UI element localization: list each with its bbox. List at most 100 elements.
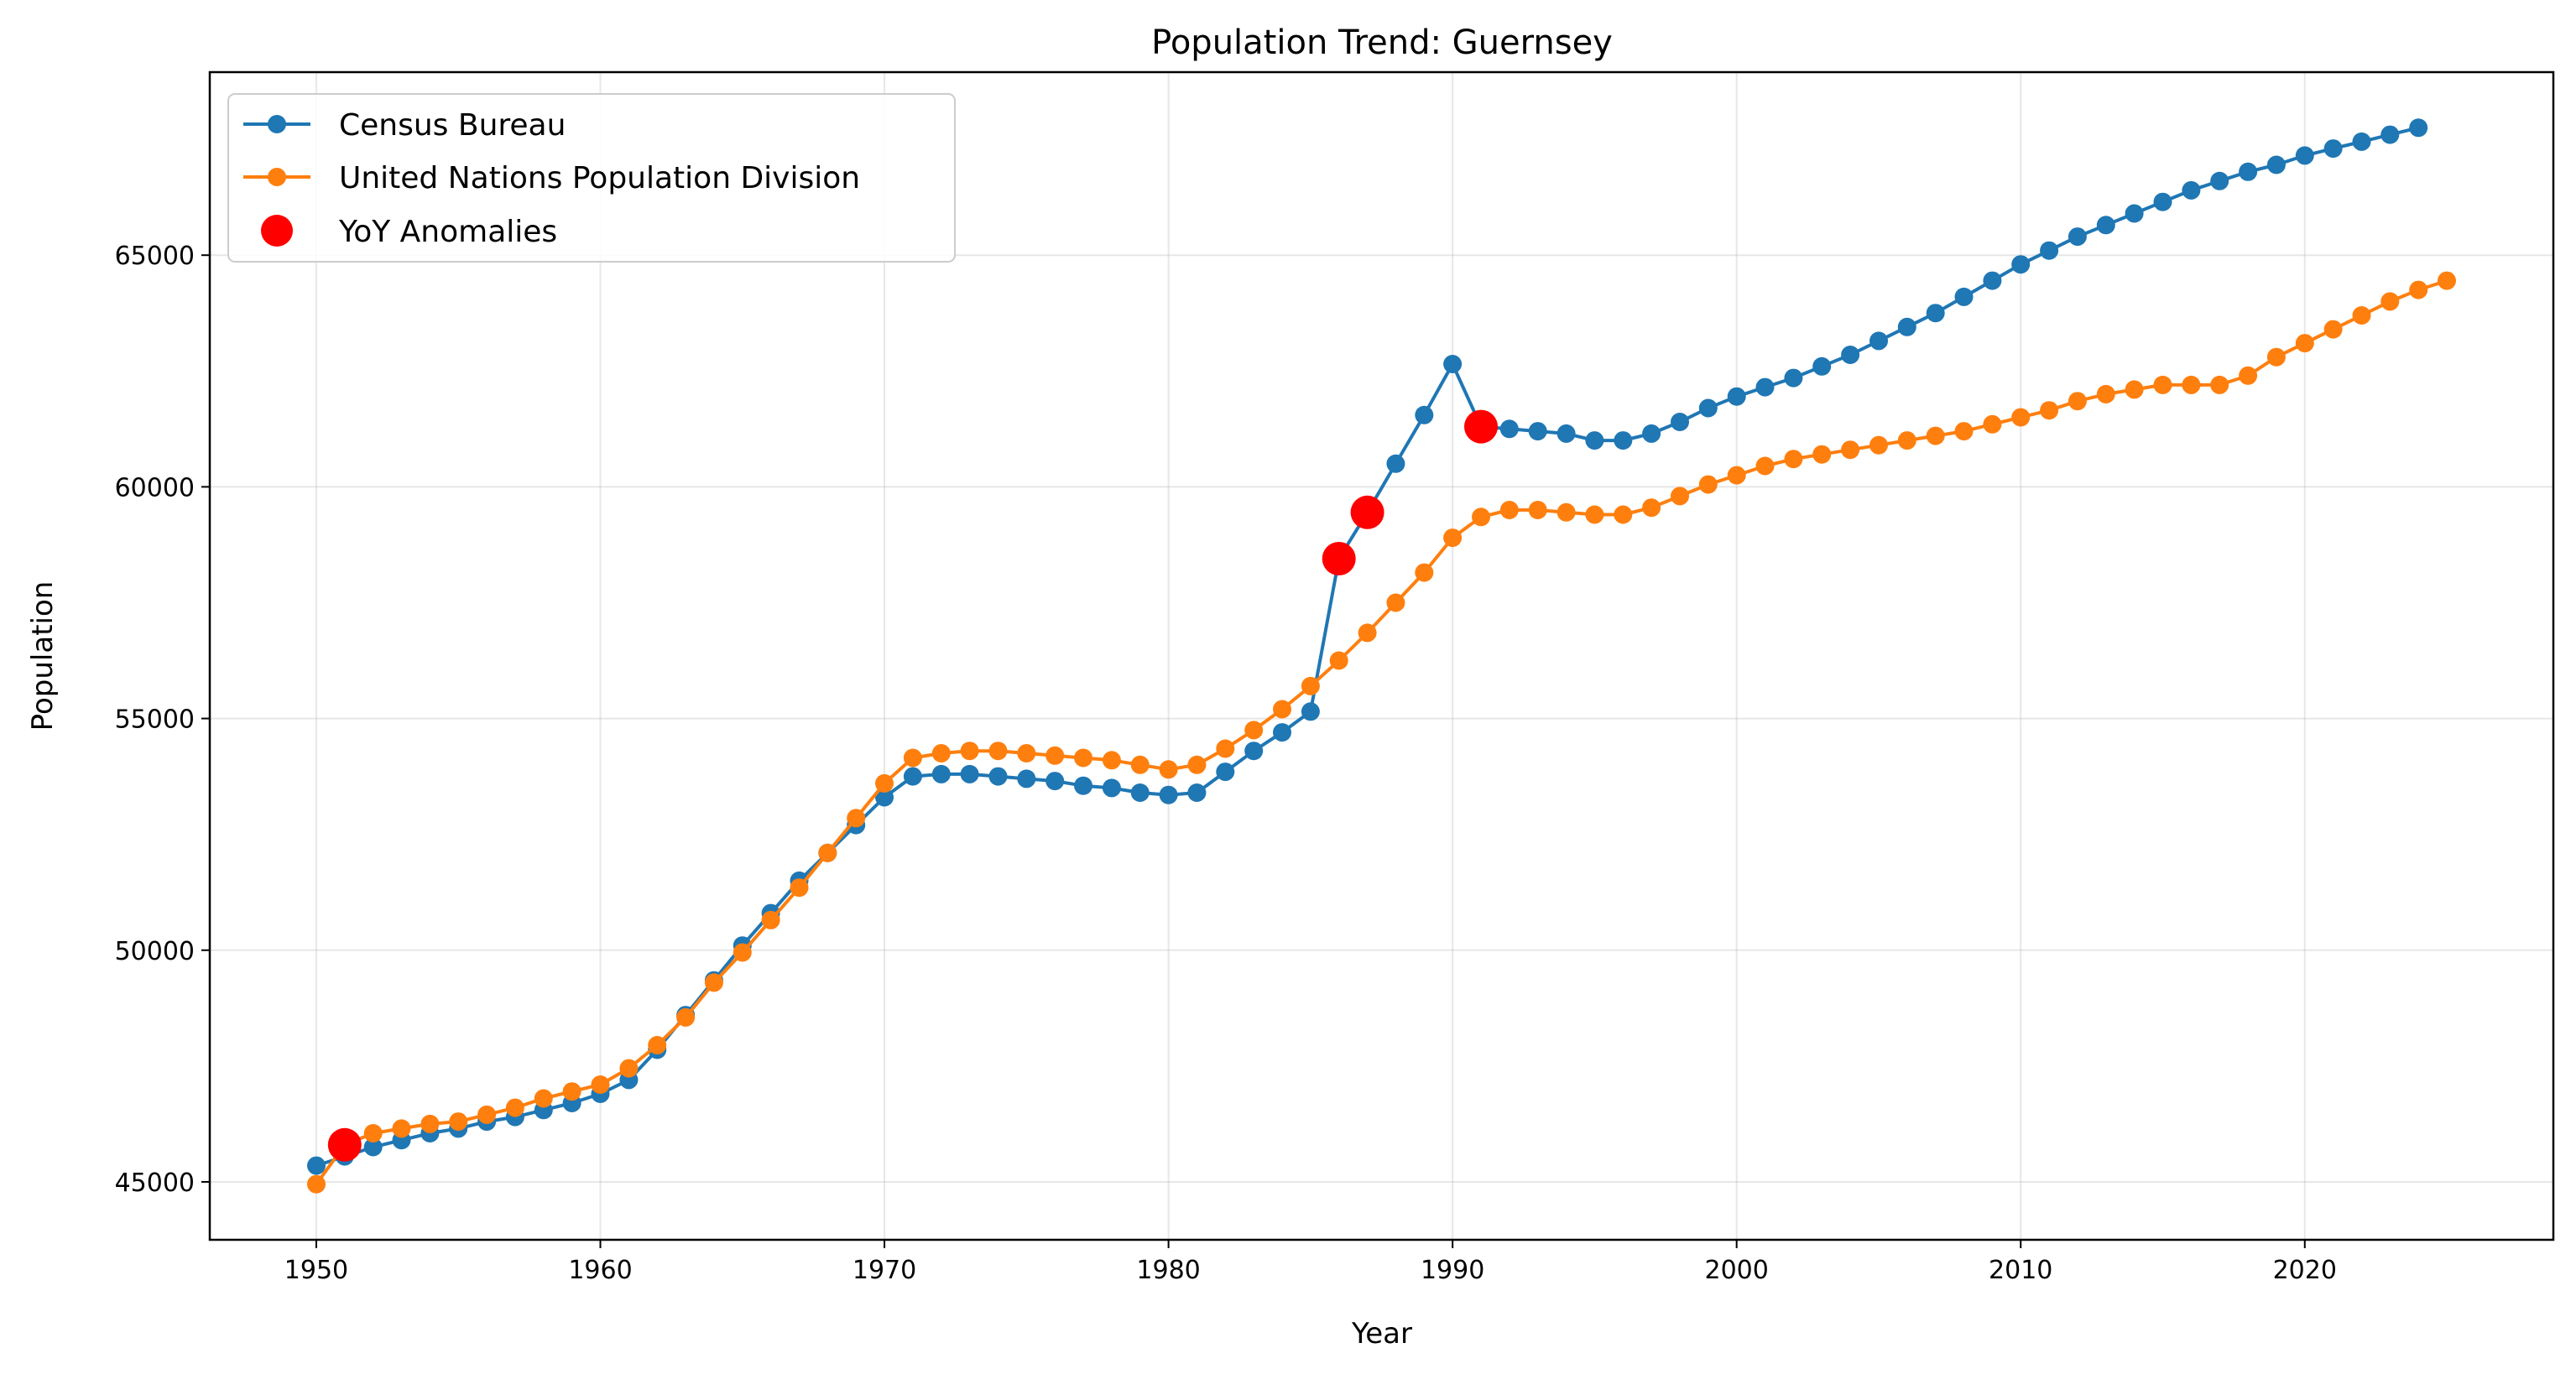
data-point	[1216, 762, 1235, 782]
data-point	[477, 1105, 497, 1124]
data-point	[1301, 676, 1320, 695]
data-point	[1755, 456, 1775, 476]
data-point	[449, 1112, 468, 1132]
data-point	[1329, 651, 1348, 670]
data-point	[2266, 155, 2286, 174]
data-point	[1954, 422, 1974, 441]
data-point	[2125, 204, 2144, 223]
data-point	[903, 767, 922, 786]
data-point	[591, 1075, 610, 1094]
legend-label-census-bureau: Census Bureau	[339, 108, 566, 143]
data-point	[875, 773, 894, 793]
data-point	[931, 744, 951, 762]
legend-entry-yoy-anomalies: YoY Anomalies	[261, 215, 557, 249]
data-point	[1528, 501, 1547, 519]
data-point	[2125, 380, 2144, 399]
data-point	[1671, 413, 1689, 431]
data-point	[2323, 320, 2343, 339]
data-point	[1130, 755, 1150, 774]
data-point	[1642, 498, 1661, 518]
data-point	[420, 1114, 440, 1133]
data-point	[1046, 772, 1065, 791]
data-point	[1698, 398, 1718, 418]
x-tick-label: 1990	[1421, 1256, 1484, 1285]
data-point	[2153, 192, 2172, 211]
data-point	[818, 843, 837, 862]
data-point	[2040, 241, 2059, 260]
data-point	[392, 1119, 411, 1138]
data-point	[1102, 778, 1121, 798]
data-point	[1244, 742, 1264, 761]
data-point	[1841, 440, 1860, 460]
data-point	[1130, 783, 1150, 802]
data-point	[2409, 280, 2428, 299]
legend-marker-census-bureau	[268, 115, 286, 133]
data-point	[1671, 487, 1689, 506]
y-axis-ticks: 45000 50000 55000 60000 65000	[115, 242, 210, 1198]
x-tick-label: 2000	[1705, 1256, 1769, 1285]
data-point	[1187, 755, 1207, 774]
data-point	[1983, 271, 2002, 290]
data-point	[960, 742, 979, 761]
data-point	[960, 764, 979, 783]
data-point	[875, 788, 894, 807]
data-point	[1074, 776, 1092, 795]
data-point	[2438, 271, 2456, 290]
legend-label-yoy-anomalies: YoY Anomalies	[338, 215, 557, 249]
data-point	[1727, 387, 1746, 406]
legend-label-un-population-division: United Nations Population Division	[339, 161, 860, 195]
y-tick-label: 65000	[115, 242, 195, 271]
grid-lines	[210, 72, 2553, 1240]
data-point	[1046, 746, 1065, 765]
data-point	[1415, 405, 1434, 424]
data-point	[2096, 384, 2115, 403]
data-point	[2096, 216, 2115, 235]
data-point	[2210, 171, 2229, 190]
data-point	[2182, 375, 2201, 394]
data-point	[1386, 454, 1405, 473]
data-point	[2323, 139, 2343, 159]
anomaly-layer	[327, 409, 1498, 1162]
data-point	[1443, 355, 1463, 373]
data-point	[1897, 317, 1916, 336]
data-point	[1812, 445, 1832, 464]
legend-marker-un-population-division	[268, 168, 286, 186]
legend-entry-census-bureau: Census Bureau	[243, 108, 566, 143]
data-point	[363, 1137, 383, 1157]
y-axis-label: Population	[26, 581, 60, 731]
data-point	[1499, 419, 1519, 439]
data-point	[931, 764, 951, 783]
data-point	[733, 943, 752, 962]
plot-frame	[208, 70, 2555, 1241]
series-line-1	[315, 278, 2448, 1185]
x-tick-label: 2010	[1989, 1256, 2052, 1285]
x-tick-label: 1970	[853, 1256, 916, 1285]
data-point	[307, 1156, 326, 1175]
data-point	[2210, 375, 2229, 394]
data-point	[2409, 118, 2428, 138]
anomaly-point	[1464, 409, 1498, 444]
data-point	[847, 809, 866, 828]
data-point	[1301, 702, 1320, 721]
data-point	[1557, 502, 1576, 522]
data-point	[2011, 408, 2031, 427]
data-point	[2266, 347, 2286, 367]
data-point	[761, 910, 780, 929]
data-point	[1017, 769, 1036, 788]
data-point	[1557, 424, 1576, 443]
chart-title: Population Trend: Guernsey	[1151, 23, 1613, 62]
data-point	[1102, 751, 1121, 770]
data-point	[505, 1098, 524, 1117]
data-point	[1926, 426, 1945, 445]
legend-entry-un-population-division: United Nations Population Division	[243, 161, 860, 195]
x-axis-label: Year	[1351, 1317, 1412, 1351]
data-point	[1755, 377, 1775, 397]
data-point	[1727, 466, 1746, 485]
data-point	[534, 1089, 553, 1108]
data-point	[648, 1036, 667, 1054]
data-point	[1443, 528, 1463, 548]
data-point	[2182, 180, 2201, 200]
data-point	[363, 1124, 383, 1142]
anomaly-point	[1322, 542, 1356, 575]
